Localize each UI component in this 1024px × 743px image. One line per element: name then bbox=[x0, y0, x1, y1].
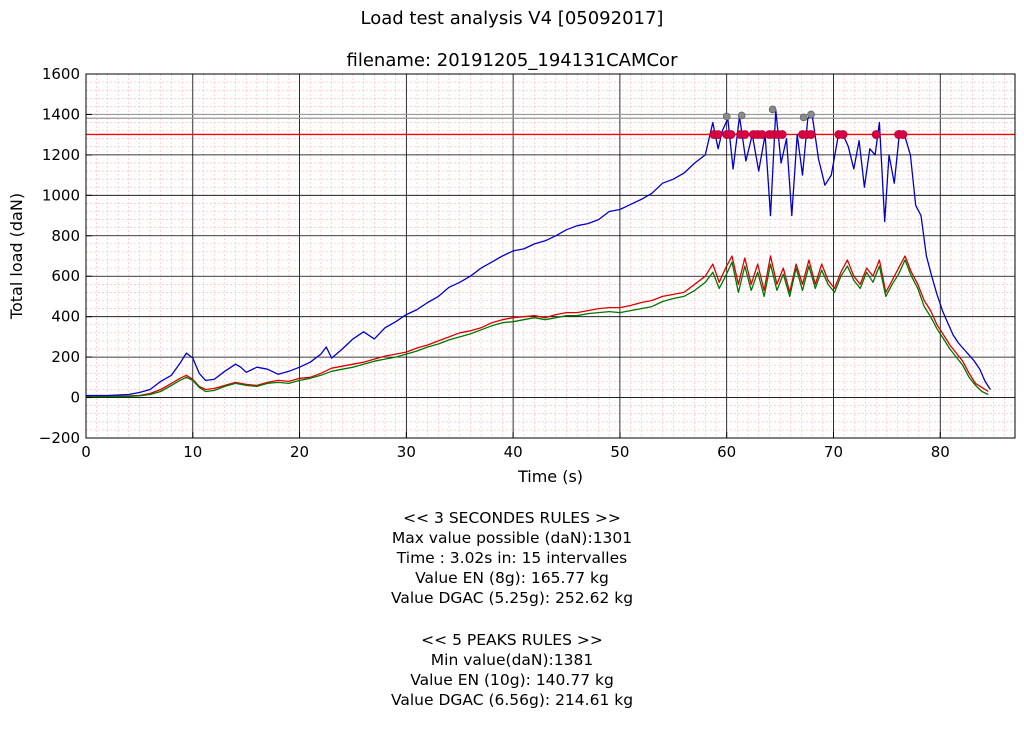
x-tick-label: 40 bbox=[504, 443, 523, 461]
x-tick-label: 70 bbox=[824, 443, 843, 461]
y-tick-label: 800 bbox=[51, 227, 80, 245]
value-en-10g-text: Value EN (10g): 140.77 kg bbox=[410, 671, 614, 689]
threshold-crossing-marker bbox=[726, 130, 736, 139]
three-seconds-rules: << 3 SECONDES RULES >> Max value possibl… bbox=[0, 508, 1024, 608]
five-peaks-header: << 5 PEAKS RULES >> bbox=[421, 631, 603, 649]
x-tick-label: 60 bbox=[717, 443, 736, 461]
value-dgac-656g-text: Value DGAC (6.56g): 214.61 kg bbox=[390, 691, 634, 709]
y-tick-label: 400 bbox=[51, 308, 80, 326]
y-axis-label: Total load (daN) bbox=[7, 193, 26, 320]
y-tick-label: 200 bbox=[51, 348, 80, 366]
chart-subtitle: filename: 20191205_194131CAMCor bbox=[346, 50, 678, 71]
x-tick-label: 80 bbox=[931, 443, 950, 461]
value-en-8g-text: Value EN (8g): 165.77 kg bbox=[415, 569, 609, 587]
peak-point-marker bbox=[799, 113, 808, 122]
peak-point-marker bbox=[737, 111, 746, 120]
plot-frame bbox=[85, 73, 1016, 439]
load-chart: 0 10 20 30 40 50 60 70 80−2000200400600800100012… bbox=[7, 65, 1016, 486]
y-tick-label: 1400 bbox=[42, 105, 80, 123]
threshold-crossing-marker bbox=[740, 130, 750, 139]
x-tick-label: 50 bbox=[610, 443, 629, 461]
y-tick-label: 0 bbox=[70, 389, 80, 407]
x-tick-label: 30 bbox=[397, 443, 416, 461]
min-value-text: Min value(daN):1381 bbox=[430, 651, 594, 669]
time-text: Time : 3.02s in: 15 intervalles bbox=[396, 549, 628, 567]
threshold-crossing-marker bbox=[871, 130, 881, 139]
value-dgac-525g-text: Value DGAC (5.25g): 252.62 kg bbox=[390, 589, 634, 607]
peak-point-marker bbox=[722, 112, 731, 121]
peak-point-marker bbox=[807, 110, 815, 119]
x-tick-label: 10 bbox=[183, 443, 202, 461]
y-tick-label: −200 bbox=[39, 429, 80, 447]
five-peaks-rules: << 5 PEAKS RULES >> Min value(daN):1381 … bbox=[0, 630, 1024, 710]
y-tick-label: 1200 bbox=[42, 146, 80, 164]
max-value-text: Max value possible (daN):1301 bbox=[391, 529, 633, 547]
y-tick-label: 1600 bbox=[42, 65, 80, 83]
y-tick-label: 600 bbox=[51, 267, 80, 285]
series-line-green bbox=[86, 259, 989, 398]
threshold-crossing-marker bbox=[838, 130, 848, 139]
three-seconds-header: << 3 SECONDES RULES >> bbox=[403, 509, 621, 527]
x-tick-label: 0 bbox=[81, 443, 91, 461]
threshold-crossing-marker bbox=[806, 130, 816, 139]
peak-point-marker bbox=[768, 105, 777, 114]
chart-title: Load test analysis V4 [05092017] bbox=[360, 8, 664, 29]
x-tick-label: 20 bbox=[290, 443, 309, 461]
threshold-crossing-marker bbox=[898, 130, 908, 139]
series-line-red bbox=[86, 255, 989, 398]
threshold-crossing-marker bbox=[757, 130, 767, 139]
threshold-crossing-marker bbox=[777, 130, 787, 139]
x-axis-label: Time (s) bbox=[517, 467, 583, 486]
series-line-total-blue bbox=[86, 109, 991, 397]
threshold-crossing-marker bbox=[713, 130, 723, 139]
y-tick-label: 1000 bbox=[42, 186, 80, 204]
